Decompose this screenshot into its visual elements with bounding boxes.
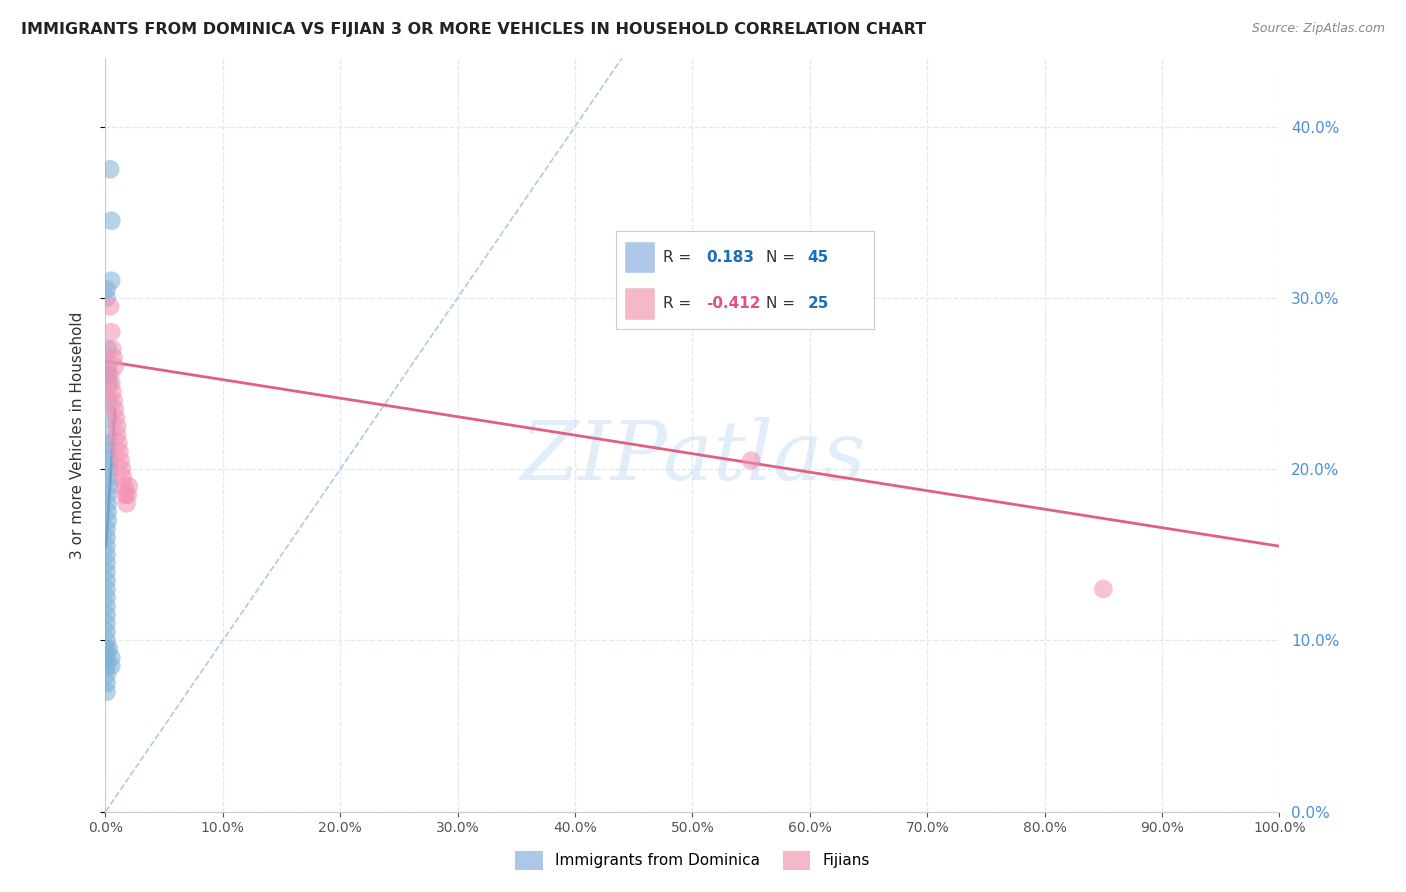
Text: N =: N = [766, 296, 800, 310]
Legend: Immigrants from Dominica, Fijians: Immigrants from Dominica, Fijians [509, 845, 876, 876]
Point [96, 624, 118, 639]
Point [97, 359, 120, 374]
Point [96, 599, 118, 614]
Point [98, 427, 121, 442]
Text: N =: N = [766, 250, 800, 265]
Point [98, 393, 121, 408]
Point [117, 488, 139, 502]
Point [115, 496, 138, 510]
Text: 45: 45 [807, 250, 828, 265]
Text: 25: 25 [807, 296, 828, 310]
Point [740, 453, 762, 467]
Point [98, 376, 121, 391]
Point [101, 384, 124, 399]
Point [97, 368, 120, 382]
Point [1092, 582, 1115, 596]
Y-axis label: 3 or more Vehicles in Household: 3 or more Vehicles in Household [70, 311, 84, 558]
Text: ZIPatlas: ZIPatlas [520, 417, 865, 498]
Point [105, 427, 128, 442]
Point [100, 325, 122, 339]
Point [100, 213, 122, 227]
Point [98, 453, 121, 467]
Point [97, 514, 120, 528]
Point [98, 410, 121, 425]
Text: R =: R = [662, 296, 696, 310]
Point [98, 162, 121, 177]
Point [98, 368, 121, 382]
Point [96, 616, 118, 631]
Point [96, 676, 118, 690]
Point [96, 522, 118, 536]
Point [96, 565, 118, 579]
Point [96, 659, 118, 673]
Text: -0.412: -0.412 [707, 296, 761, 310]
Point [97, 342, 120, 356]
Point [96, 607, 118, 622]
Text: R =: R = [662, 250, 696, 265]
Point [104, 402, 127, 417]
Point [100, 274, 122, 288]
Point [98, 479, 121, 493]
Point [107, 436, 129, 450]
Point [110, 453, 132, 467]
Point [96, 582, 118, 596]
Point [96, 667, 118, 681]
Point [103, 351, 125, 365]
Point [105, 419, 128, 434]
Point [97, 488, 120, 502]
Point [96, 642, 118, 657]
Point [96, 633, 118, 648]
FancyBboxPatch shape [624, 241, 655, 274]
Point [96, 291, 118, 305]
Text: 0.183: 0.183 [707, 250, 755, 265]
Point [96, 539, 118, 553]
Point [108, 445, 131, 459]
Point [96, 282, 118, 296]
Point [104, 359, 127, 374]
Point [98, 299, 121, 313]
Point [112, 479, 135, 493]
Point [96, 574, 118, 588]
Point [100, 376, 122, 391]
Point [118, 479, 141, 493]
Point [105, 410, 128, 425]
Point [98, 471, 121, 485]
Point [112, 471, 135, 485]
Point [96, 685, 118, 699]
Point [96, 591, 118, 605]
Point [98, 462, 121, 476]
Point [96, 531, 118, 545]
Point [96, 650, 118, 665]
Point [114, 488, 136, 502]
Point [100, 659, 122, 673]
FancyBboxPatch shape [624, 287, 655, 319]
Point [96, 548, 118, 562]
Point [97, 445, 120, 459]
Point [98, 642, 121, 657]
Point [97, 496, 120, 510]
Text: Source: ZipAtlas.com: Source: ZipAtlas.com [1251, 22, 1385, 36]
Point [101, 342, 124, 356]
Point [100, 650, 122, 665]
Point [97, 505, 120, 519]
Point [111, 462, 134, 476]
Point [103, 393, 125, 408]
Text: IMMIGRANTS FROM DOMINICA VS FIJIAN 3 OR MORE VEHICLES IN HOUSEHOLD CORRELATION C: IMMIGRANTS FROM DOMINICA VS FIJIAN 3 OR … [21, 22, 927, 37]
Point [97, 436, 120, 450]
Point [96, 557, 118, 571]
